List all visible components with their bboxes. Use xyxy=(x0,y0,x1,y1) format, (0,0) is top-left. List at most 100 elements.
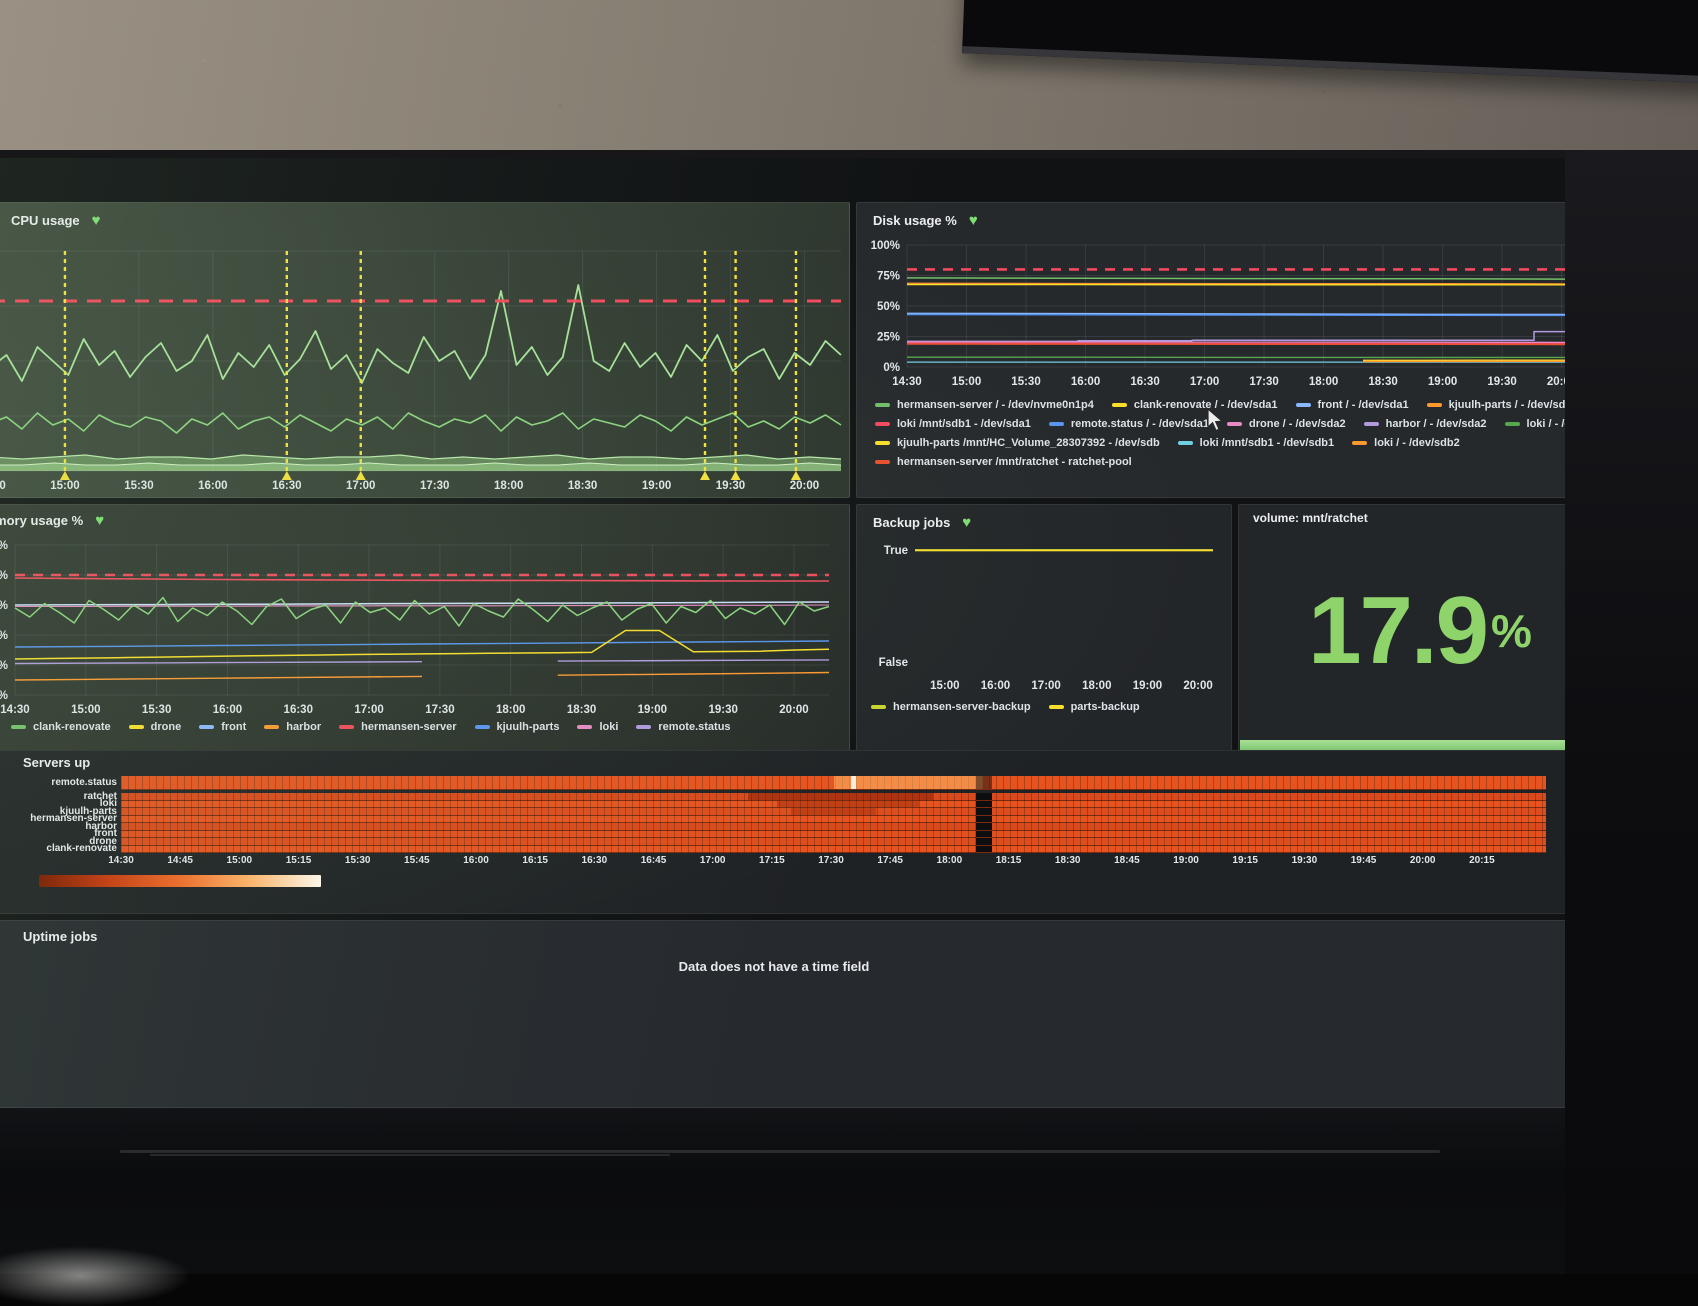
backup-jobs-chart[interactable]: 15:00 16:00 17:00 18:00 19:00 20:00 True False xyxy=(863,531,1223,693)
legend-item[interactable]: front / - /dev/sda1 xyxy=(1295,399,1409,411)
legend-item[interactable]: hermansen-server /mnt/ratchet - ratchet-… xyxy=(875,456,1132,468)
legend-item[interactable]: drone xyxy=(128,721,181,733)
legend-item-label: loki /mnt/sdb1 - /dev/sdb1 xyxy=(1199,437,1335,449)
volume-stat-unit: % xyxy=(1490,605,1532,657)
servers-row-label: remote.status xyxy=(51,777,117,788)
servers-state-row[interactable] xyxy=(121,838,1546,846)
legend-item-label: front xyxy=(221,721,247,733)
svg-text:40%: 40% xyxy=(0,630,8,642)
servers-time-tick: 19:30 xyxy=(1291,855,1318,866)
servers-state-row[interactable] xyxy=(121,800,1546,809)
servers-time-tick: 17:30 xyxy=(818,855,844,866)
servers-state-row[interactable] xyxy=(121,823,1546,831)
legend-row: hermansen-server / - /dev/nvme0n1p4 clank… xyxy=(875,399,1565,411)
svg-text:18:30: 18:30 xyxy=(568,480,597,492)
svg-text:17:00: 17:00 xyxy=(1190,376,1219,388)
servers-state-row[interactable] xyxy=(121,808,1546,816)
disk-usage-chart[interactable]: 14:30 15:00 15:30 16:00 16:30 17:00 17:30 18:00… xyxy=(861,237,1565,389)
legend-item[interactable]: loki xyxy=(577,721,618,733)
servers-state-mark xyxy=(850,776,857,789)
svg-text:15:00: 15:00 xyxy=(50,480,79,492)
legend-item[interactable]: loki / - /dev/sdb2 xyxy=(1352,437,1460,449)
legend-item[interactable]: harbor / - /dev/sda2 xyxy=(1363,418,1487,430)
svg-text:15:30: 15:30 xyxy=(124,480,153,492)
panel-title: Memory usage % xyxy=(0,513,84,528)
svg-text:19:00: 19:00 xyxy=(1428,376,1457,388)
svg-text:18:00: 18:00 xyxy=(1082,680,1111,692)
legend-item-label: hermansen-server xyxy=(361,721,457,733)
legend-item[interactable]: loki /mnt/sdb1 - /dev/sda1 xyxy=(875,418,1031,430)
legend-item[interactable]: drone / - /dev/sda2 xyxy=(1227,418,1346,430)
memory-usage-chart[interactable]: 14:30 15:00 15:30 16:00 16:30 17:00 17:30 18:00… xyxy=(0,537,835,717)
svg-text:16:30: 16:30 xyxy=(272,480,301,492)
disk-chart-svg: 14:30 15:00 15:30 16:00 16:30 17:00 17:30 18:00… xyxy=(871,240,1565,388)
svg-text:17:00: 17:00 xyxy=(346,480,375,492)
legend-item[interactable]: remote.status / - /dev/sda1 xyxy=(1048,418,1209,430)
servers-row-label: loki xyxy=(99,798,117,810)
legend-item[interactable]: kjuulh-parts / - /dev/sda1 xyxy=(1426,399,1565,411)
servers-time-tick: 17:15 xyxy=(759,855,785,866)
servers-time-tick: 15:15 xyxy=(285,855,312,866)
memory-legend: clank-renovate drone front harbor hermansen-… xyxy=(11,721,831,740)
legend-color-dot xyxy=(875,422,890,426)
servers-state-row[interactable] xyxy=(121,845,1546,854)
servers-time-tick: 16:45 xyxy=(640,855,667,866)
servers-state-mark xyxy=(976,830,992,838)
legend-item[interactable]: harbor xyxy=(264,721,321,733)
legend-item-label: loki xyxy=(599,721,619,733)
desk-light-spot xyxy=(0,1246,190,1306)
svg-text:15:00: 15:00 xyxy=(952,376,981,388)
svg-text:25%: 25% xyxy=(877,332,900,344)
legend-item[interactable]: front xyxy=(199,721,246,733)
legend-color-dot xyxy=(577,725,593,729)
legend-item[interactable]: parts-backup xyxy=(1048,701,1140,713)
servers-row-label: kjuulh-parts xyxy=(59,805,117,817)
servers-state-mark xyxy=(976,800,992,808)
panel-disk-usage: Disk usage % ♥ 14:30 15:00 15:30 16:00 16:30… xyxy=(856,202,1565,498)
servers-state-mark xyxy=(748,793,934,800)
legend-item[interactable]: clank-renovate xyxy=(11,721,111,733)
svg-text:17:30: 17:30 xyxy=(420,480,449,492)
cpu-usage-chart[interactable]: 14:30 15:00 15:30 16:00 16:30 17:00 17:30 18:00… xyxy=(0,245,845,493)
svg-text:15:30: 15:30 xyxy=(1011,376,1040,388)
legend-item[interactable]: loki /mnt/sdb1 - /dev/sdb1 xyxy=(1177,437,1335,449)
svg-text:20:00: 20:00 xyxy=(1547,376,1565,388)
servers-time-tick: 18:15 xyxy=(995,855,1022,866)
servers-state-row[interactable] xyxy=(121,830,1546,839)
servers-time-tick: 15:00 xyxy=(226,855,253,866)
legend-item[interactable]: hermansen-server / - /dev/nvme0n1p4 xyxy=(875,399,1094,411)
servers-row-label: front xyxy=(94,828,117,840)
servers-state-mark xyxy=(976,808,992,815)
svg-text:20%: 20% xyxy=(0,660,8,672)
legend-item[interactable]: clank-renovate / - /dev/sda1 xyxy=(1111,399,1278,411)
legend-item[interactable]: remote.status xyxy=(636,721,731,733)
servers-time-tick: 14:45 xyxy=(167,855,193,866)
legend-color-dot xyxy=(1504,422,1520,426)
legend-row: loki /mnt/sdb1 - /dev/sda1 remote.status … xyxy=(875,418,1565,430)
legend-color-dot xyxy=(1177,441,1193,445)
servers-time-tick: 20:15 xyxy=(1469,855,1495,866)
legend-item-label: loki / - /dev/sda2 xyxy=(1526,418,1565,430)
legend-item[interactable]: kjuulh-parts /mnt/HC_Volume_28307392 - /… xyxy=(875,437,1160,449)
legend-item[interactable]: kjuulh-parts xyxy=(474,721,560,733)
svg-text:16:00: 16:00 xyxy=(981,680,1010,692)
svg-text:20:00: 20:00 xyxy=(779,704,808,716)
servers-state-mark xyxy=(776,800,919,808)
monitor-screen: CPU usage ♥ 14:30 15:00 15:30 16:00 16:30 17:… xyxy=(0,158,1565,1108)
legend-item[interactable]: loki / - /dev/sda2 xyxy=(1504,418,1565,430)
bezel-reflection xyxy=(120,1150,1440,1153)
legend-item[interactable]: hermansen-server-backup xyxy=(871,701,1031,713)
legend-item-label: remote.status xyxy=(658,721,731,733)
legend-item[interactable]: hermansen-server xyxy=(339,721,457,733)
servers-state-row[interactable] xyxy=(121,815,1546,824)
servers-time-tick: 15:45 xyxy=(404,855,430,866)
legend-item-label: harbor / - /dev/sda2 xyxy=(1385,418,1487,430)
servers-bars[interactable] xyxy=(121,751,1546,861)
legend-item-label: hermansen-server-backup xyxy=(893,701,1031,713)
svg-text:20:00: 20:00 xyxy=(790,480,819,492)
legend-item-label: kjuulh-parts xyxy=(496,721,560,733)
servers-state-row[interactable] xyxy=(121,793,1546,801)
legend-color-dot xyxy=(339,725,355,729)
monitor-bezel-bottom xyxy=(0,1108,1565,1274)
